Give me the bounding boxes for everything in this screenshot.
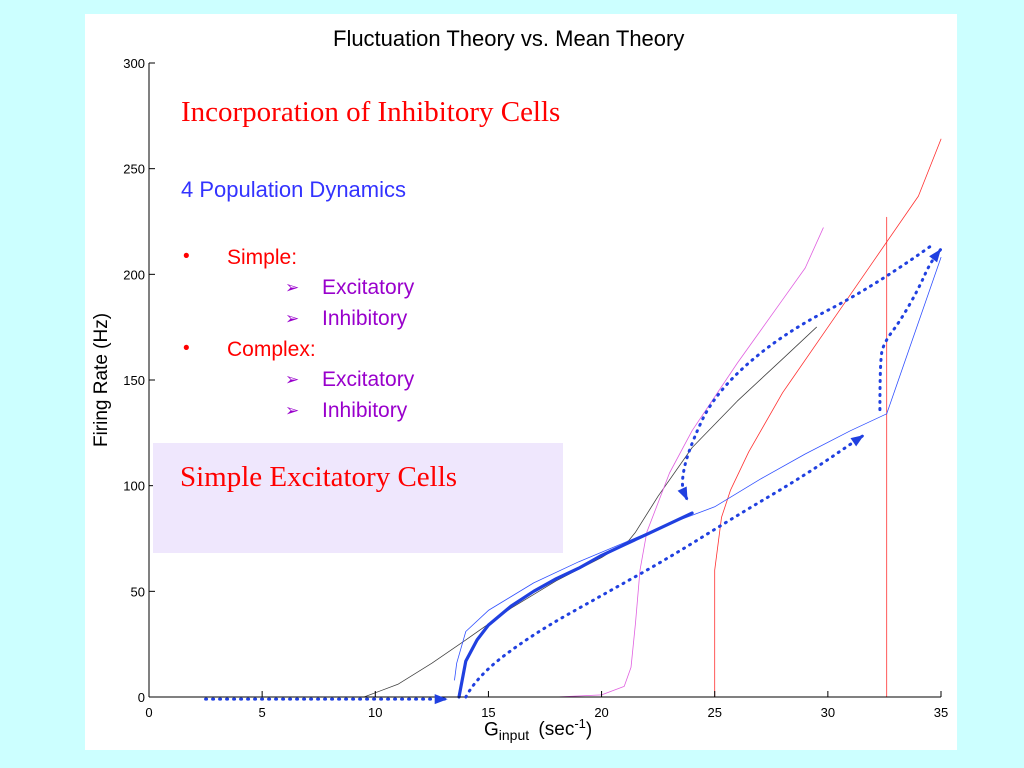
- dotted-arrow-1: [464, 433, 866, 699]
- y-axis-label: Firing Rate (Hz): [91, 312, 112, 448]
- y-tick-label: 100: [123, 479, 145, 494]
- box-text: Simple Excitatory Cells: [180, 461, 458, 493]
- x-tick-label: 20: [594, 705, 608, 720]
- axes-layer: 0 5 10 15 20 25 30 35 0 50 100 150 200 250 300: [123, 56, 948, 720]
- chart-title: Fluctuation Theory vs. Mean Theory: [333, 26, 685, 51]
- slide-panel: [85, 14, 957, 750]
- sub-item-complex-inhibitory: Inhibitory: [322, 399, 408, 422]
- bullet-glyph-complex: •: [183, 338, 190, 359]
- series-line-5: [886, 256, 942, 415]
- y-tick-label: 300: [123, 56, 145, 71]
- y-tick-label: 250: [123, 162, 145, 177]
- sub-item-simple-inhibitory: Inhibitory: [322, 307, 408, 330]
- annotation-arrows: [204, 245, 943, 705]
- x-tick-label: 10: [368, 705, 382, 720]
- series-line-3: [714, 216, 888, 698]
- bullet-label-simple: Simple:: [227, 246, 298, 269]
- x-axis-label-main: G: [484, 719, 499, 741]
- x-tick-label: 25: [707, 705, 721, 720]
- arrowhead-icon: [929, 248, 941, 263]
- arrow-bullet-icon: ➢: [285, 309, 300, 328]
- dotted-arrow-2: [680, 245, 932, 502]
- x-tick-label: 15: [481, 705, 495, 720]
- x-axis-label: Ginput (sec-1): [484, 716, 592, 743]
- arrow-bullet-icon: ➢: [285, 370, 300, 389]
- arrowhead-icon: [850, 434, 865, 447]
- arrowhead-icon: [677, 486, 688, 501]
- x-axis-label-sub: input: [498, 727, 530, 744]
- overlay-heading: Incorporation of Inhibitory Cells: [181, 96, 561, 128]
- series-line-2: [374, 138, 942, 698]
- x-axis-units: (sec: [538, 719, 575, 741]
- x-tick-label: 5: [259, 705, 266, 720]
- y-tick-label: 200: [123, 267, 145, 282]
- bullet-label-complex: Complex:: [227, 338, 316, 361]
- series-layer: [363, 138, 942, 699]
- series-line-1: [463, 227, 824, 698]
- arrow-bullet-icon: ➢: [285, 401, 300, 420]
- x-tick-label: 30: [821, 705, 835, 720]
- overlay-subheading: 4 Population Dynamics: [181, 177, 407, 202]
- highlight-box: Simple Excitatory Cells: [153, 443, 563, 553]
- x-axis-units-close: ): [585, 719, 593, 741]
- dotted-arrow-3: [878, 247, 943, 412]
- x-tick-label: 0: [145, 705, 152, 720]
- x-tick-label: 35: [934, 705, 948, 720]
- sub-item-complex-excitatory: Excitatory: [322, 368, 415, 391]
- series-line-6: [457, 511, 694, 699]
- arrowhead-icon: [434, 694, 448, 705]
- bullet-glyph-simple: •: [183, 246, 190, 267]
- y-tick-label: 0: [138, 690, 145, 705]
- y-tick-label: 50: [131, 584, 145, 599]
- series-line-4: [454, 413, 888, 681]
- arrow-bullet-icon: ➢: [285, 278, 300, 297]
- sub-item-simple-excitatory: Excitatory: [322, 276, 415, 299]
- y-tick-label: 150: [123, 373, 145, 388]
- x-axis-units-exp: -1: [574, 716, 586, 731]
